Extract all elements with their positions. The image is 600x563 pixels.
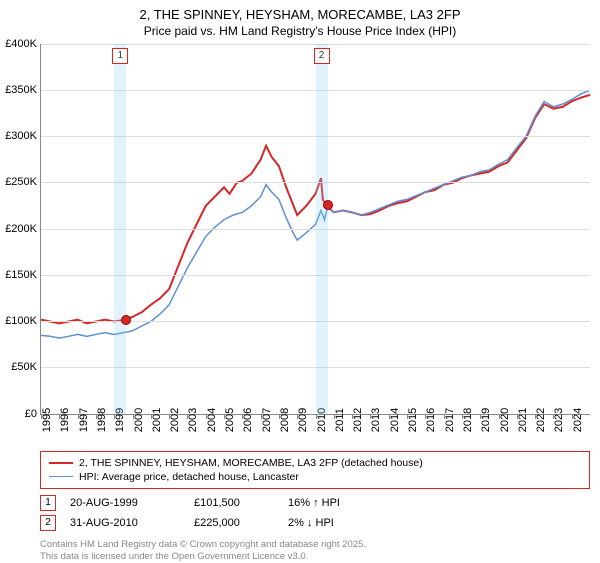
x-axis-label: 2009 [297,407,309,431]
x-axis-label: 2002 [169,407,181,431]
footer-text: Contains HM Land Registry data © Crown c… [40,539,590,563]
legend-row-hpi: HPI: Average price, detached house, Lanc… [49,470,581,484]
y-axis-label: £100K [5,315,37,327]
transaction-date: 20-AUG-1999 [70,497,180,509]
x-axis-label: 2003 [187,407,199,431]
legend-row-property: 2, THE SPINNEY, HEYSHAM, MORECAMBE, LA3 … [49,456,581,470]
transaction-marker-1: 1 [40,495,56,511]
legend-label-hpi: HPI: Average price, detached house, Lanc… [79,471,299,483]
y-axis-label: £150K [5,269,37,281]
x-axis-label: 2022 [535,407,547,431]
title-line-1: 2, THE SPINNEY, HEYSHAM, MORECAMBE, LA3 … [0,0,600,24]
y-axis-label: £400K [5,38,37,50]
region-label: 1 [112,48,128,64]
x-axis-label: 2014 [389,407,401,431]
price-marker [121,315,131,325]
footer-line-1: Contains HM Land Registry data © Crown c… [40,539,590,551]
footer-line-2: This data is licensed under the Open Gov… [40,551,590,563]
x-axis-label: 2004 [206,407,218,431]
transaction-date: 31-AUG-2010 [70,517,180,529]
x-axis-label: 2005 [224,407,236,431]
y-axis-label: £300K [5,130,37,142]
price-marker [323,200,333,210]
x-axis-label: 2024 [572,407,584,431]
legend-box: 2, THE SPINNEY, HEYSHAM, MORECAMBE, LA3 … [40,451,590,489]
x-axis-label: 2015 [407,407,419,431]
transaction-price: £101,500 [194,497,274,509]
transaction-marker-2: 2 [40,515,56,531]
y-axis-label: £250K [5,176,37,188]
y-axis-label: £0 [25,408,37,420]
transaction-price: £225,000 [194,517,274,529]
x-axis-label: 2012 [352,407,364,431]
x-axis-label: 1998 [96,407,108,431]
x-axis-label: 2016 [425,407,437,431]
transactions-table: 1 20-AUG-1999 £101,500 16% ↑ HPI 2 31-AU… [40,493,590,533]
x-axis-label: 1995 [41,407,53,431]
x-axis-label: 2017 [444,407,456,431]
legend-label-property: 2, THE SPINNEY, HEYSHAM, MORECAMBE, LA3 … [79,457,423,469]
x-axis-label: 2001 [151,407,163,431]
x-axis-label: 2018 [462,407,474,431]
region-label: 2 [314,48,330,64]
x-axis-label: 2006 [242,407,254,431]
y-axis-label: £350K [5,84,37,96]
shaded-region [316,44,328,414]
y-axis-label: £200K [5,223,37,235]
transaction-pct: 2% ↓ HPI [288,517,368,529]
x-axis-label: 2000 [133,407,145,431]
y-axis-label: £50K [11,361,37,373]
x-axis-label: 2007 [261,407,273,431]
x-axis-label: 2013 [370,407,382,431]
x-axis-label: 2020 [499,407,511,431]
x-axis-label: 2021 [517,407,529,431]
transaction-row: 2 31-AUG-2010 £225,000 2% ↓ HPI [40,513,590,533]
x-axis-label: 2023 [553,407,565,431]
transaction-row: 1 20-AUG-1999 £101,500 16% ↑ HPI [40,493,590,513]
legend-swatch-property [49,462,73,464]
x-axis-label: 1997 [78,407,90,431]
chart-area: £0£50K£100K£150K£200K£250K£300K£350K£400… [40,44,590,415]
x-axis-label: 2011 [334,408,346,432]
shaded-region [114,44,126,414]
x-axis-label: 2008 [279,407,291,431]
transaction-pct: 16% ↑ HPI [288,497,368,509]
x-axis-label: 2019 [480,407,492,431]
title-line-2: Price paid vs. HM Land Registry's House … [0,24,600,38]
x-axis-label: 1996 [59,407,71,431]
legend-swatch-hpi [49,476,73,478]
